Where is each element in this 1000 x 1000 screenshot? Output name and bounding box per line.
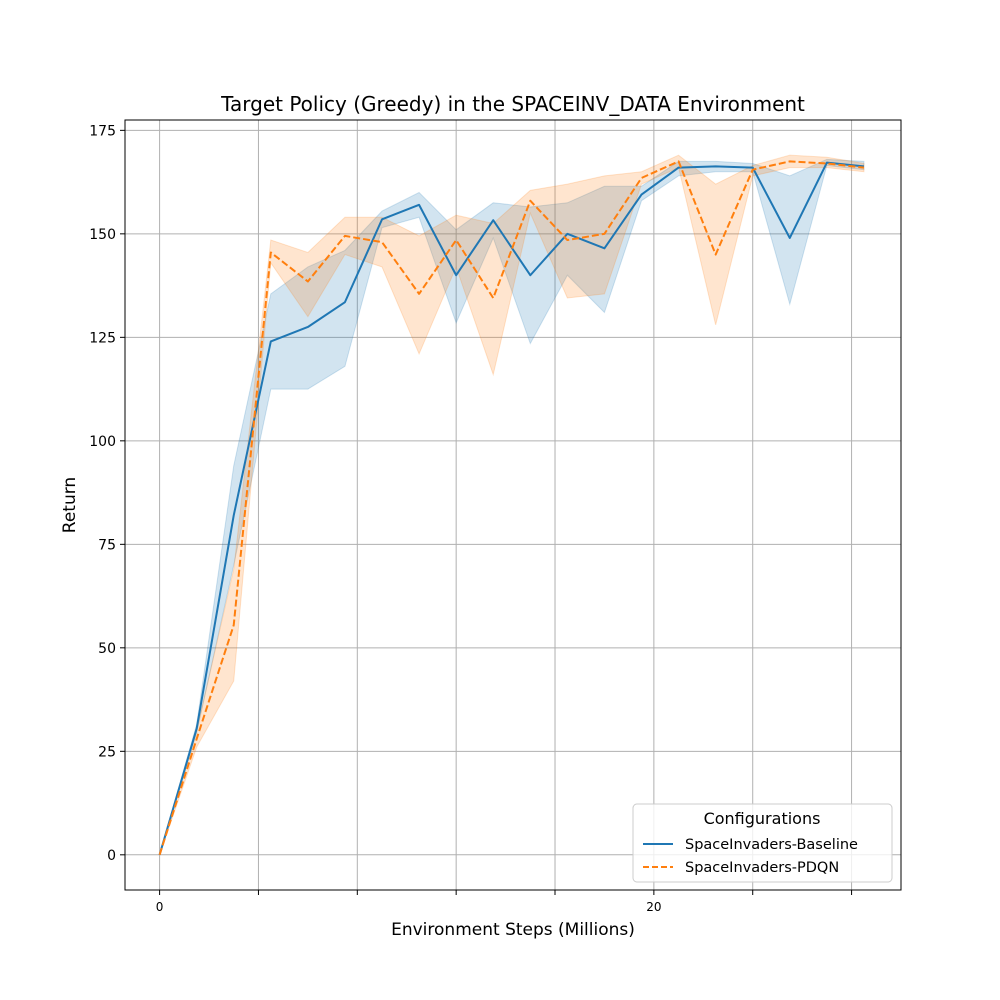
y-tick-label: 50 (98, 641, 116, 657)
series-lines (158, 160, 865, 856)
y-tick-label: 0 (107, 848, 116, 864)
x-tick-label: 20 (646, 900, 661, 914)
legend-title: Configurations (704, 809, 821, 828)
series-line-pdqn (158, 160, 865, 856)
y-axis-label: Return (60, 477, 80, 533)
y-tick-label: 150 (89, 227, 116, 243)
legend: Configurations SpaceInvaders-Baseline Sp… (632, 803, 893, 883)
axis-ticks: 0 20 0 25 50 75 100 125 150 175 (89, 123, 853, 914)
grid (125, 120, 901, 890)
chart-title: Target Policy (Greedy) in the SPACEINV_D… (220, 92, 805, 116)
y-tick-label: 125 (89, 330, 116, 346)
legend-box (632, 803, 893, 883)
legend-label-pdqn: SpaceInvaders-PDQN (685, 860, 839, 876)
x-axis-label: Environment Steps (Millions) (391, 920, 635, 940)
y-tick-label: 75 (98, 537, 116, 553)
legend-label-baseline: SpaceInvaders-Baseline (685, 837, 858, 853)
y-tick-label: 25 (98, 744, 116, 760)
x-tick-label: 0 (156, 900, 164, 914)
plot-frame (124, 119, 902, 891)
y-tick-label: 175 (89, 123, 116, 139)
y-tick-label: 100 (89, 434, 116, 450)
